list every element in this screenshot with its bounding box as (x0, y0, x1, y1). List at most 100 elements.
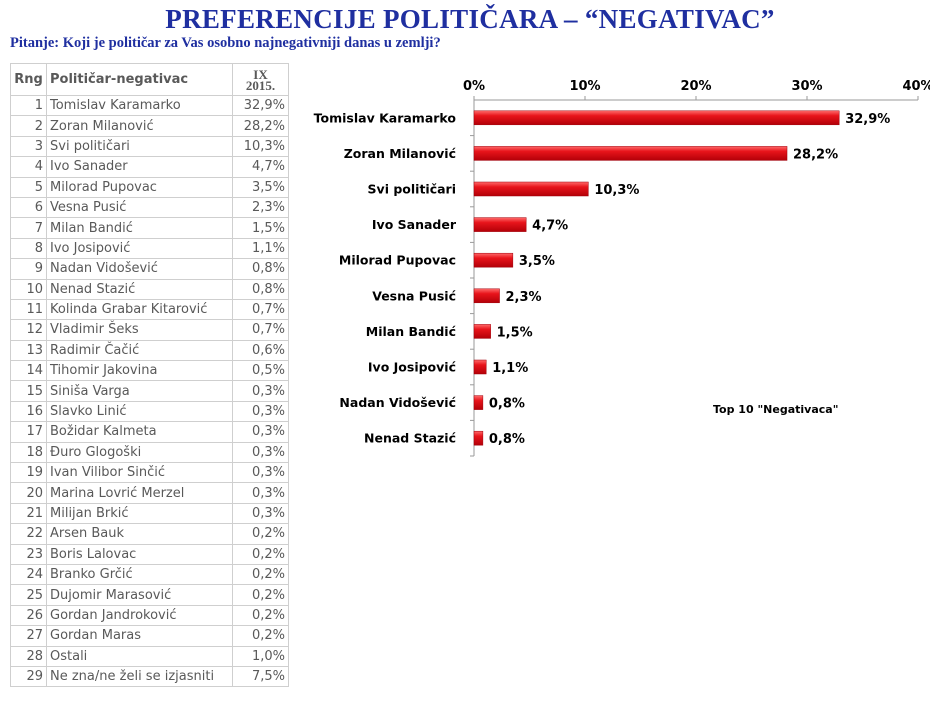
survey-question: Pitanje: Koji je političar za Vas osobno… (10, 35, 441, 51)
bar (473, 252, 514, 268)
category-label: Nenad Stazić (364, 431, 456, 446)
politician-cell: Đuro Glogoški (46, 441, 233, 464)
politician-cell: Vesna Pusić (46, 196, 233, 219)
percent-cell: 0,3% (232, 462, 289, 484)
percent-cell: 1,0% (232, 645, 289, 667)
chart-annotation: Top 10 "Negativaca" (713, 403, 838, 416)
rank-cell: 19 (10, 462, 47, 484)
table-row: 16 Slavko Linić 0,3% (10, 400, 289, 423)
politician-cell: Slavko Linić (46, 400, 233, 423)
rank-cell: 16 (10, 400, 47, 423)
percent-cell: 1,5% (232, 217, 289, 239)
politician-cell: Ivan Vilibor Sinčić (46, 462, 233, 484)
politician-cell: Zoran Milanović (46, 115, 233, 137)
rank-cell: 5 (10, 176, 47, 198)
table-row: 2 Zoran Milanović 28,2% (10, 115, 289, 137)
politician-cell: Vladimir Šeks (46, 319, 233, 341)
percent-cell: 0,3% (232, 380, 289, 402)
page-title: PREFERENCIJE POLITIČARA – “NEGATIVAC” (165, 4, 775, 34)
rank-cell: 23 (10, 543, 47, 565)
category-label: Zoran Milanović (344, 146, 456, 161)
politician-cell: Kolinda Grabar Kitarović (46, 298, 233, 321)
category-label: Milan Bandić (366, 324, 456, 339)
bar (473, 181, 589, 197)
politician-cell: Ostali (46, 645, 233, 667)
politician-cell: Marina Lovrić Merzel (46, 482, 233, 504)
percent-cell: 0,5% (232, 360, 289, 382)
percent-cell: 0,2% (232, 523, 289, 545)
rank-cell: 9 (10, 258, 47, 280)
percent-cell: 0,2% (232, 563, 289, 586)
rank-cell: 8 (10, 237, 47, 260)
politician-cell: Radimir Čačić (46, 339, 233, 362)
table-row: 8 Ivo Josipović 1,1% (10, 237, 289, 260)
rank-cell: 1 (10, 94, 47, 117)
bar (473, 217, 527, 232)
x-tick-label: 0% (463, 79, 485, 94)
table-row: 7 Milan Bandić 1,5% (10, 217, 289, 239)
politician-cell: Milorad Pupovac (46, 176, 233, 198)
rank-cell: 17 (10, 421, 47, 443)
percent-cell: 7,5% (232, 665, 289, 688)
table-row: 20 Marina Lovrić Merzel 0,3% (10, 482, 289, 504)
bar (473, 324, 491, 339)
table-row: 28 Ostali 1,0% (10, 645, 289, 667)
x-tick-label: 20% (680, 79, 711, 94)
bar (473, 395, 484, 410)
table-row: 19 Ivan Vilibor Sinčić 0,3% (10, 462, 289, 484)
percent-cell: 28,2% (232, 115, 289, 137)
percent-cell: 4,7% (232, 156, 289, 178)
table-row: 15 Siniša Varga 0,3% (10, 380, 289, 402)
rank-cell: 29 (10, 665, 47, 688)
category-label: Vesna Pusić (372, 288, 456, 303)
rank-cell: 13 (10, 339, 47, 362)
table-row: 6 Vesna Pusić 2,3% (10, 196, 289, 219)
bar (473, 110, 840, 126)
header-politician: Političar-negativac (46, 63, 233, 96)
rank-cell: 10 (10, 278, 47, 300)
data-label: 28,2% (793, 147, 838, 162)
politician-cell: Siniša Varga (46, 380, 233, 402)
category-label: Svi političari (368, 182, 456, 197)
percent-cell: 0,2% (232, 584, 289, 606)
rank-cell: 7 (10, 217, 47, 239)
table-row: 21 Milijan Brkić 0,3% (10, 502, 289, 525)
bar (473, 288, 500, 304)
data-label: 1,1% (492, 361, 528, 376)
table-row: 24 Branko Grčić 0,2% (10, 563, 289, 586)
percent-cell: 0,8% (232, 258, 289, 280)
politician-cell: Tihomir Jakovina (46, 360, 233, 382)
rank-cell: 2 (10, 115, 47, 137)
table-row: 25 Dujomir Marasović 0,2% (10, 584, 289, 606)
percent-cell: 0,3% (232, 400, 289, 423)
bar-chart: 0% 10% 20% 30% 40% Tomislav Karamarko 32,9% Zor… (314, 79, 930, 457)
table-row: 18 Đuro Glogoški 0,3% (10, 441, 289, 464)
data-label: 0,8% (489, 432, 525, 447)
data-label: 2,3% (506, 290, 542, 305)
percent-cell: 0,7% (232, 298, 289, 321)
percent-cell: 0,3% (232, 441, 289, 464)
category-label: Milorad Pupovac (339, 253, 456, 268)
rank-cell: 6 (10, 196, 47, 219)
rank-cell: 14 (10, 360, 47, 382)
category-label: Tomislav Karamarko (314, 110, 457, 125)
table-row: 27 Gordan Maras 0,2% (10, 625, 289, 647)
politician-cell: Svi političari (46, 135, 233, 158)
politician-cell: Arsen Bauk (46, 523, 233, 545)
percent-cell: 0,3% (232, 482, 289, 504)
table-row: 5 Milorad Pupovac 3,5% (10, 176, 289, 198)
rank-cell: 27 (10, 625, 47, 647)
table-row: 12 Vladimir Šeks 0,7% (10, 319, 289, 341)
data-label: 3,5% (519, 254, 555, 269)
rank-cell: 22 (10, 523, 47, 545)
table-row: 3 Svi političari 10,3% (10, 135, 289, 158)
table-row: 1 Tomislav Karamarko 32,9% (10, 94, 289, 117)
data-label: 0,8% (489, 397, 525, 412)
table-row: 13 Radimir Čačić 0,6% (10, 339, 289, 362)
politician-cell: Milan Bandić (46, 217, 233, 239)
table-row: 17 Božidar Kalmeta 0,3% (10, 421, 289, 443)
rank-cell: 24 (10, 563, 47, 586)
header-period-year: 2015. (245, 77, 276, 93)
rank-cell: 4 (10, 156, 47, 178)
rank-cell: 25 (10, 584, 47, 606)
